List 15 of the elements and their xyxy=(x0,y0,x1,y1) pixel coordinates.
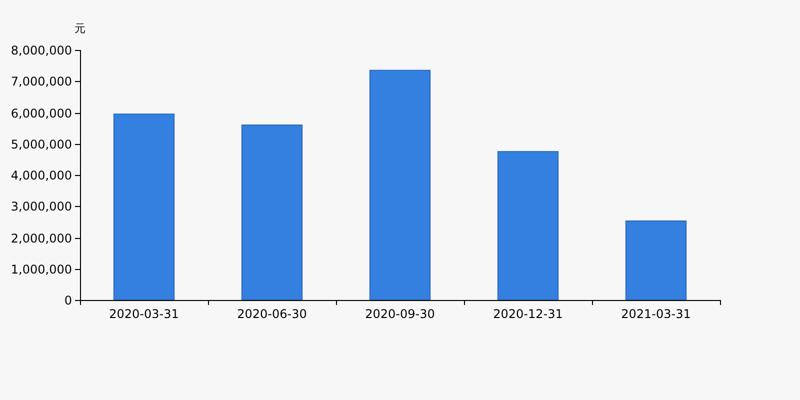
x-tick-label: 2020-12-31 xyxy=(493,307,563,321)
y-tick-label: 5,000,000 xyxy=(10,138,72,152)
y-tick-label: 2,000,000 xyxy=(10,232,72,246)
y-tick-label: 6,000,000 xyxy=(10,106,72,120)
y-tick-label: 7,000,000 xyxy=(10,74,72,88)
x-tick-label: 2020-09-30 xyxy=(365,307,435,321)
y-tick-label: 1,000,000 xyxy=(10,262,72,276)
y-tick-label: 4,000,000 xyxy=(10,168,72,182)
y-tick-label: 3,000,000 xyxy=(10,200,72,214)
x-tick-label: 2020-03-31 xyxy=(109,307,179,321)
y-tick-label: 0 xyxy=(64,294,72,308)
x-tick-label: 2021-03-31 xyxy=(621,307,691,321)
y-tick-label: 8,000,000 xyxy=(10,44,72,58)
x-tick-label: 2020-06-30 xyxy=(237,307,307,321)
y-axis-title: 元 xyxy=(74,22,86,35)
